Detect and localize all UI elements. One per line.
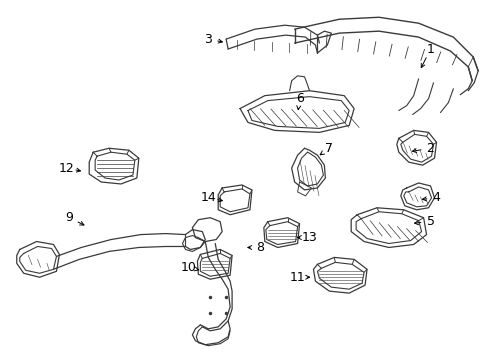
Text: 2: 2 <box>426 142 434 155</box>
Text: 13: 13 <box>301 231 317 244</box>
Text: 10: 10 <box>180 261 196 274</box>
Text: 3: 3 <box>204 33 212 46</box>
Text: 14: 14 <box>200 192 216 204</box>
Text: 9: 9 <box>65 211 73 224</box>
Text: 6: 6 <box>295 92 303 105</box>
Text: 12: 12 <box>59 162 74 175</box>
Text: 1: 1 <box>426 42 434 55</box>
Text: 5: 5 <box>426 215 434 228</box>
Text: 11: 11 <box>289 271 305 284</box>
Text: 7: 7 <box>325 142 333 155</box>
Text: 8: 8 <box>255 241 264 254</box>
Text: 4: 4 <box>432 192 440 204</box>
